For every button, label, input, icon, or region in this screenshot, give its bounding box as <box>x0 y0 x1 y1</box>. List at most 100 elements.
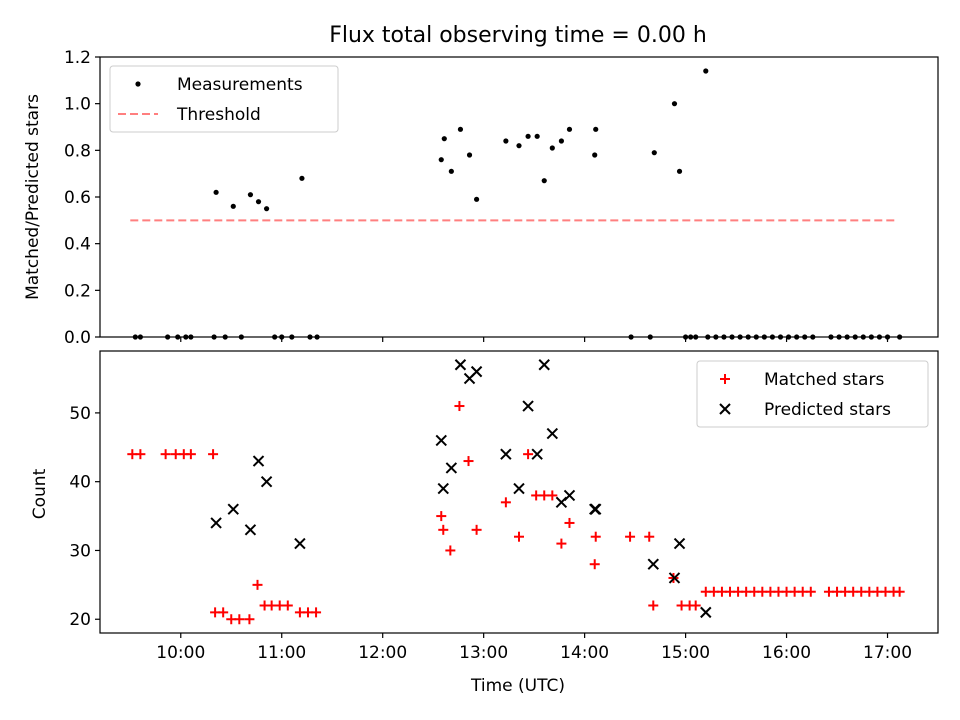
bottom-series-0-point-32 <box>556 538 567 549</box>
bottom-series-0-point-24 <box>463 456 474 467</box>
bottom-series-0-point-37 <box>644 531 655 542</box>
bottom-series-0-point-12 <box>252 579 263 590</box>
top-series-0-point-27 <box>516 143 522 149</box>
top-series-0-point-24 <box>466 152 473 158</box>
bottom-series-1-point-16 <box>538 359 550 371</box>
bottom-series-1-point-25 <box>700 606 712 619</box>
bottom-series-1-point-22-b <box>647 558 659 570</box>
bottom-series-0-point-5 <box>185 449 196 460</box>
bottom-series-1-point-15 <box>531 448 543 460</box>
bottom-series-0-point-25 <box>471 524 482 535</box>
top-legend: Measurements Threshold <box>109 65 339 133</box>
bottom-series-1-point-7 <box>437 482 449 495</box>
top-series-0-point-31 <box>549 145 555 151</box>
bottom-series-1-point-1-b <box>227 503 239 515</box>
bottom-legend-swatch-0 <box>720 374 730 384</box>
bottom-y-axis-label: Count <box>30 468 50 519</box>
bottom-series-1-point-8 <box>445 462 458 474</box>
bottom-x-tick-label-7: 17:00 <box>863 643 912 663</box>
top-series-0-point-9 <box>213 189 219 195</box>
top-series-0-point-38 <box>651 150 657 156</box>
bottom-series-0-point-56 <box>805 586 816 597</box>
top-series-0-point-41 <box>703 68 709 74</box>
top-series-0-point-40 <box>676 168 683 174</box>
bottom-series-0-point-11 <box>244 614 255 625</box>
top-series-0-point-30 <box>541 178 547 184</box>
bottom-series-1-point-1 <box>227 503 239 515</box>
bottom-series-1-point-22 <box>647 558 659 570</box>
bottom-series-1-point-25-b <box>700 606 712 619</box>
top-legend-swatch-0 <box>135 81 141 87</box>
top-series-0-point-28 <box>525 133 531 139</box>
bottom-series-1-point-4 <box>260 475 273 488</box>
bottom-series-1-point-2-b <box>244 524 257 536</box>
bottom-y-tick-label-3: 50 <box>69 404 91 424</box>
top-series-0-point-12 <box>255 199 262 205</box>
bottom-legend-box <box>696 360 929 428</box>
bottom-legend-swatch-1-b <box>719 403 731 415</box>
top-series-0-point-13 <box>263 206 270 212</box>
bottom-series-1-point-9-b <box>454 359 467 371</box>
bottom-series-1-point-21 <box>590 503 602 515</box>
bottom-series-0-point-8 <box>218 607 229 618</box>
top-series-0-point-32 <box>558 138 565 144</box>
bottom-series-0-point-20 <box>436 511 447 522</box>
bottom-x-tick-label-1: 11:00 <box>257 643 306 663</box>
bottom-series-0-point-66 <box>894 586 905 597</box>
bottom-series-0-point-2 <box>160 449 171 460</box>
bottom-series-0-point-27 <box>514 531 524 542</box>
bottom-series-0-point-16 <box>282 600 293 611</box>
bottom-series-0-point-28 <box>523 449 534 460</box>
bottom-series-0-point-26 <box>500 497 511 508</box>
bottom-series-1-point-6-b <box>435 434 447 447</box>
top-y-tick-label-2: 0.4 <box>64 235 91 255</box>
bottom-series-1-point-0 <box>210 517 222 529</box>
top-y-axis-label: Matched/Predicted stars <box>23 94 43 300</box>
top-series-0-point-29 <box>534 133 540 139</box>
bottom-series-1-point-17 <box>546 427 559 440</box>
bottom-series-1-point-19-b <box>563 489 576 502</box>
top-y-tick-label-4: 0.8 <box>64 141 91 161</box>
bottom-legend: Matched stars Predicted stars <box>696 360 929 428</box>
bottom-series-0-point-21 <box>438 524 449 535</box>
bottom-legend-swatch-1 <box>719 403 731 415</box>
bottom-axes-frame <box>99 350 939 634</box>
bottom-series-0-point-35 <box>590 531 601 542</box>
top-legend-label-0: Measurements <box>177 75 303 95</box>
bottom-series-1-point-13 <box>513 482 525 495</box>
bottom-series-0-point-6 <box>208 449 219 460</box>
bottom-x-tick-label-5: 15:00 <box>661 643 710 663</box>
bottom-series-0-point-22 <box>445 545 456 556</box>
bottom-series-1-point-4-b <box>260 475 273 488</box>
bottom-series-1-point-7-b <box>437 482 449 495</box>
top-y-tick-label-5: 1.0 <box>64 95 91 115</box>
bottom-series-0-point-10 <box>234 614 245 625</box>
bottom-series-1-point-3-b <box>252 455 265 467</box>
top-series-0-point-10 <box>230 203 236 209</box>
bottom-series-1-point-0-b <box>210 517 222 529</box>
bottom-series-1-point-23-b <box>668 572 681 584</box>
bottom-series-1-point-17-b <box>546 427 559 440</box>
bottom-series-0-point-36 <box>625 531 636 542</box>
bottom-series-1-point-24 <box>673 537 686 550</box>
top-series-0-point-35 <box>593 126 599 132</box>
top-series-0-point-14 <box>299 175 305 181</box>
top-series-0-point-21 <box>441 136 447 142</box>
bottom-series-0-point-34 <box>589 559 600 570</box>
bottom-series-0-point-38 <box>648 600 659 611</box>
bottom-series-1-point-5-b <box>294 537 306 550</box>
bottom-series-1-point-11-b <box>470 365 483 378</box>
bottom-series-1-point-23 <box>668 572 681 584</box>
top-y-tick-label-0: 0.0 <box>64 328 91 348</box>
bottom-y-tick-label-0: 20 <box>69 610 91 630</box>
bottom-series-1-point-2 <box>244 524 257 536</box>
top-series-0-point-23 <box>457 126 464 132</box>
bottom-series-1-point-15-b <box>531 448 543 460</box>
bottom-series-1-point-16-b <box>538 359 550 371</box>
bottom-series-0-point-1 <box>135 449 146 460</box>
bottom-series-1-point-5 <box>294 537 306 550</box>
bottom-plot-area: 20 30 40 50 10:00 11:00 12:00 13:00 14:00 15:00 16… <box>69 350 939 663</box>
top-y-tick-label-3: 0.6 <box>64 188 91 208</box>
bottom-series-1-point-12-b <box>500 448 512 460</box>
